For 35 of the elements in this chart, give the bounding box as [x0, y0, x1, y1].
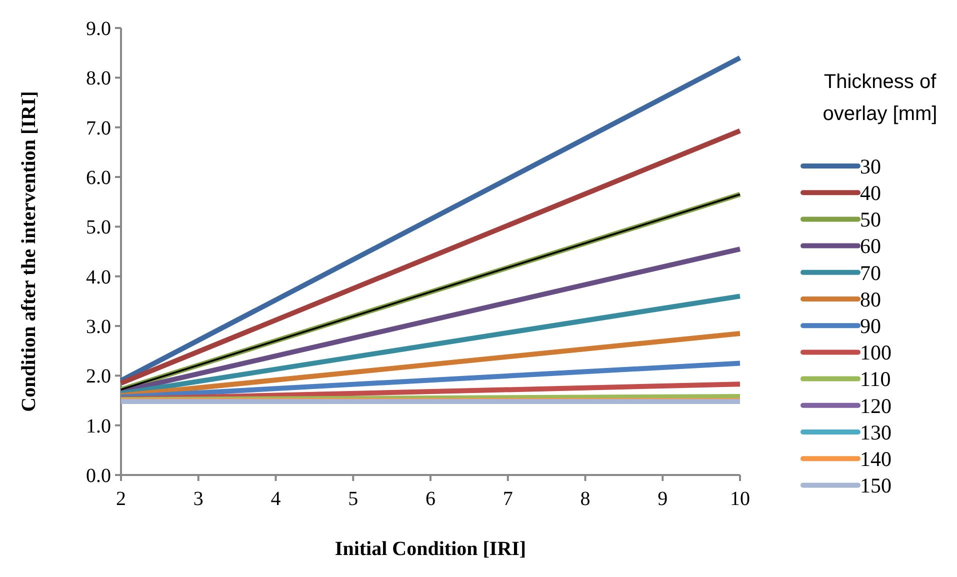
legend-label: 30 [860, 154, 881, 178]
y-tick-label: 3.0 [86, 316, 111, 338]
y-tick-label: 6.0 [86, 167, 111, 189]
x-tick-label: 5 [348, 488, 358, 510]
x-tick-label: 9 [658, 488, 668, 510]
y-tick-label: 9.0 [86, 18, 111, 40]
legend-label: 130 [860, 420, 892, 444]
x-axis-title: Initial Condition [IRI] [334, 538, 526, 560]
legend-label: 80 [860, 287, 881, 312]
x-tick-label: 7 [502, 488, 513, 510]
y-tick-label: 1.0 [86, 415, 111, 438]
legend-label: 70 [860, 260, 881, 285]
x-tick-label: 6 [426, 488, 436, 510]
y-tick-label: 4.0 [86, 266, 111, 288]
legend-label: 140 [860, 446, 892, 471]
y-tick-label: 2.0 [86, 366, 111, 388]
x-tick-label: 4 [270, 488, 281, 510]
y-tick-label: 7.0 [86, 117, 111, 140]
x-tick-label: 3 [193, 488, 204, 510]
legend-label: 40 [860, 180, 881, 205]
legend-title: Thickness of overlay [mm] [822, 71, 938, 125]
x-tick-label: 2 [116, 488, 126, 510]
legend-label: 90 [860, 314, 881, 338]
y-tick-label: 5.0 [86, 216, 111, 239]
x-tick-label: 8 [580, 488, 590, 510]
y-tick-label: 0.0 [86, 465, 111, 487]
x-tick-label: 10 [730, 488, 750, 510]
legend-label: 150 [860, 474, 892, 498]
legend-label: 50 [860, 208, 881, 232]
legend-label: 60 [860, 234, 881, 258]
legend-label: 120 [860, 394, 892, 418]
y-axis-title: Condition after the intervention [IRI] [18, 91, 40, 412]
legend-label: 110 [860, 367, 891, 392]
y-tick-label: 8.0 [86, 68, 111, 90]
legend-label: 100 [860, 340, 892, 365]
